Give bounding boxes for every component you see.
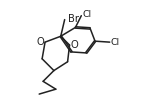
Text: Br: Br bbox=[68, 14, 79, 24]
Text: Cl: Cl bbox=[82, 10, 91, 19]
Text: O: O bbox=[37, 37, 45, 47]
Text: Cl: Cl bbox=[111, 38, 120, 47]
Text: O: O bbox=[70, 40, 78, 50]
